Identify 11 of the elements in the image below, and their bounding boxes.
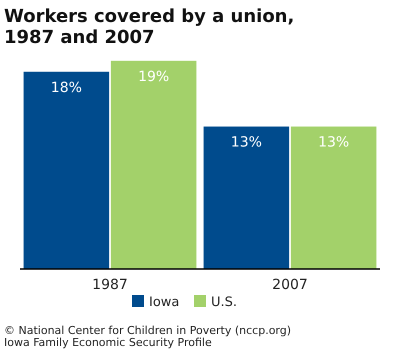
data-label: 18% [50, 80, 82, 96]
legend-label: U.S. [211, 295, 238, 310]
text: Iowa Family Economic Security Profile [4, 336, 212, 349]
x-tick-label: 2007 [272, 277, 308, 293]
data-label: 13% [318, 134, 350, 151]
data-label: 13% [230, 134, 262, 151]
x-tick-label: 1987 [92, 277, 128, 293]
text: © National Center for Children in Poverty (nccp.org) [4, 324, 292, 337]
legend-label: Iowa [149, 295, 180, 310]
chart-title: Workers covered by a union, 1987 and 2007 [4, 6, 294, 48]
data-label: 19% [138, 68, 170, 85]
